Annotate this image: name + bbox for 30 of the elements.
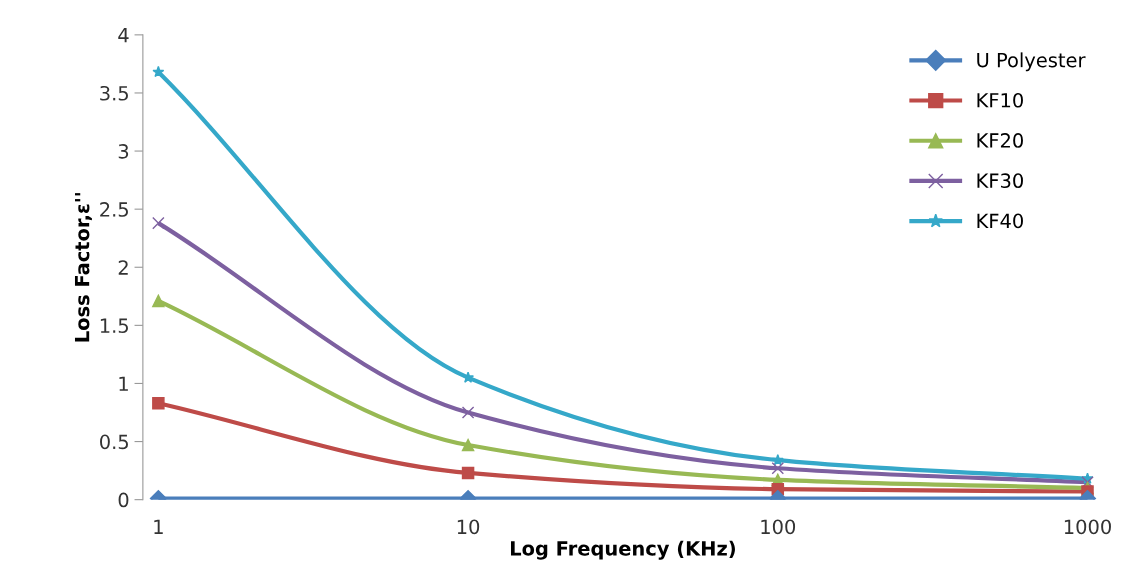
point [152,216,165,230]
legend-label: KF30 [977,173,1023,189]
x-axis-title: Log Frequency (KHz) [511,540,735,560]
y-tick-label: 3 [118,144,129,159]
y-tick-label: 0.5 [100,434,128,450]
x-tick-label: 10 [457,519,480,535]
legend-label: KF10 [977,92,1023,108]
point [461,466,475,480]
y-tick-label: 0 [118,492,129,508]
x-tick-label: 1 [154,519,163,534]
y-axis-title: Loss Factor,ε'' [74,193,92,342]
y-tick-label: 3.5 [100,85,128,101]
point [152,65,165,78]
point [152,294,165,308]
x-tick-label: 1000 [1064,519,1111,535]
point [461,406,475,419]
y-tick-label: 1.5 [100,318,128,334]
x-tick-label: 100 [761,519,796,535]
point [771,462,785,475]
y-tick-label: 2 [118,260,128,275]
point [462,371,475,383]
point [461,438,475,452]
y-tick-label: 2.5 [100,202,128,217]
point [771,453,784,466]
legend-label: KF20 [977,133,1023,148]
legend-label: KF40 [977,213,1023,229]
legend-label: U Polyester [977,52,1086,72]
y-tick-label: 4 [118,28,129,43]
point [152,396,165,410]
y-tick-label: 1 [119,376,128,391]
